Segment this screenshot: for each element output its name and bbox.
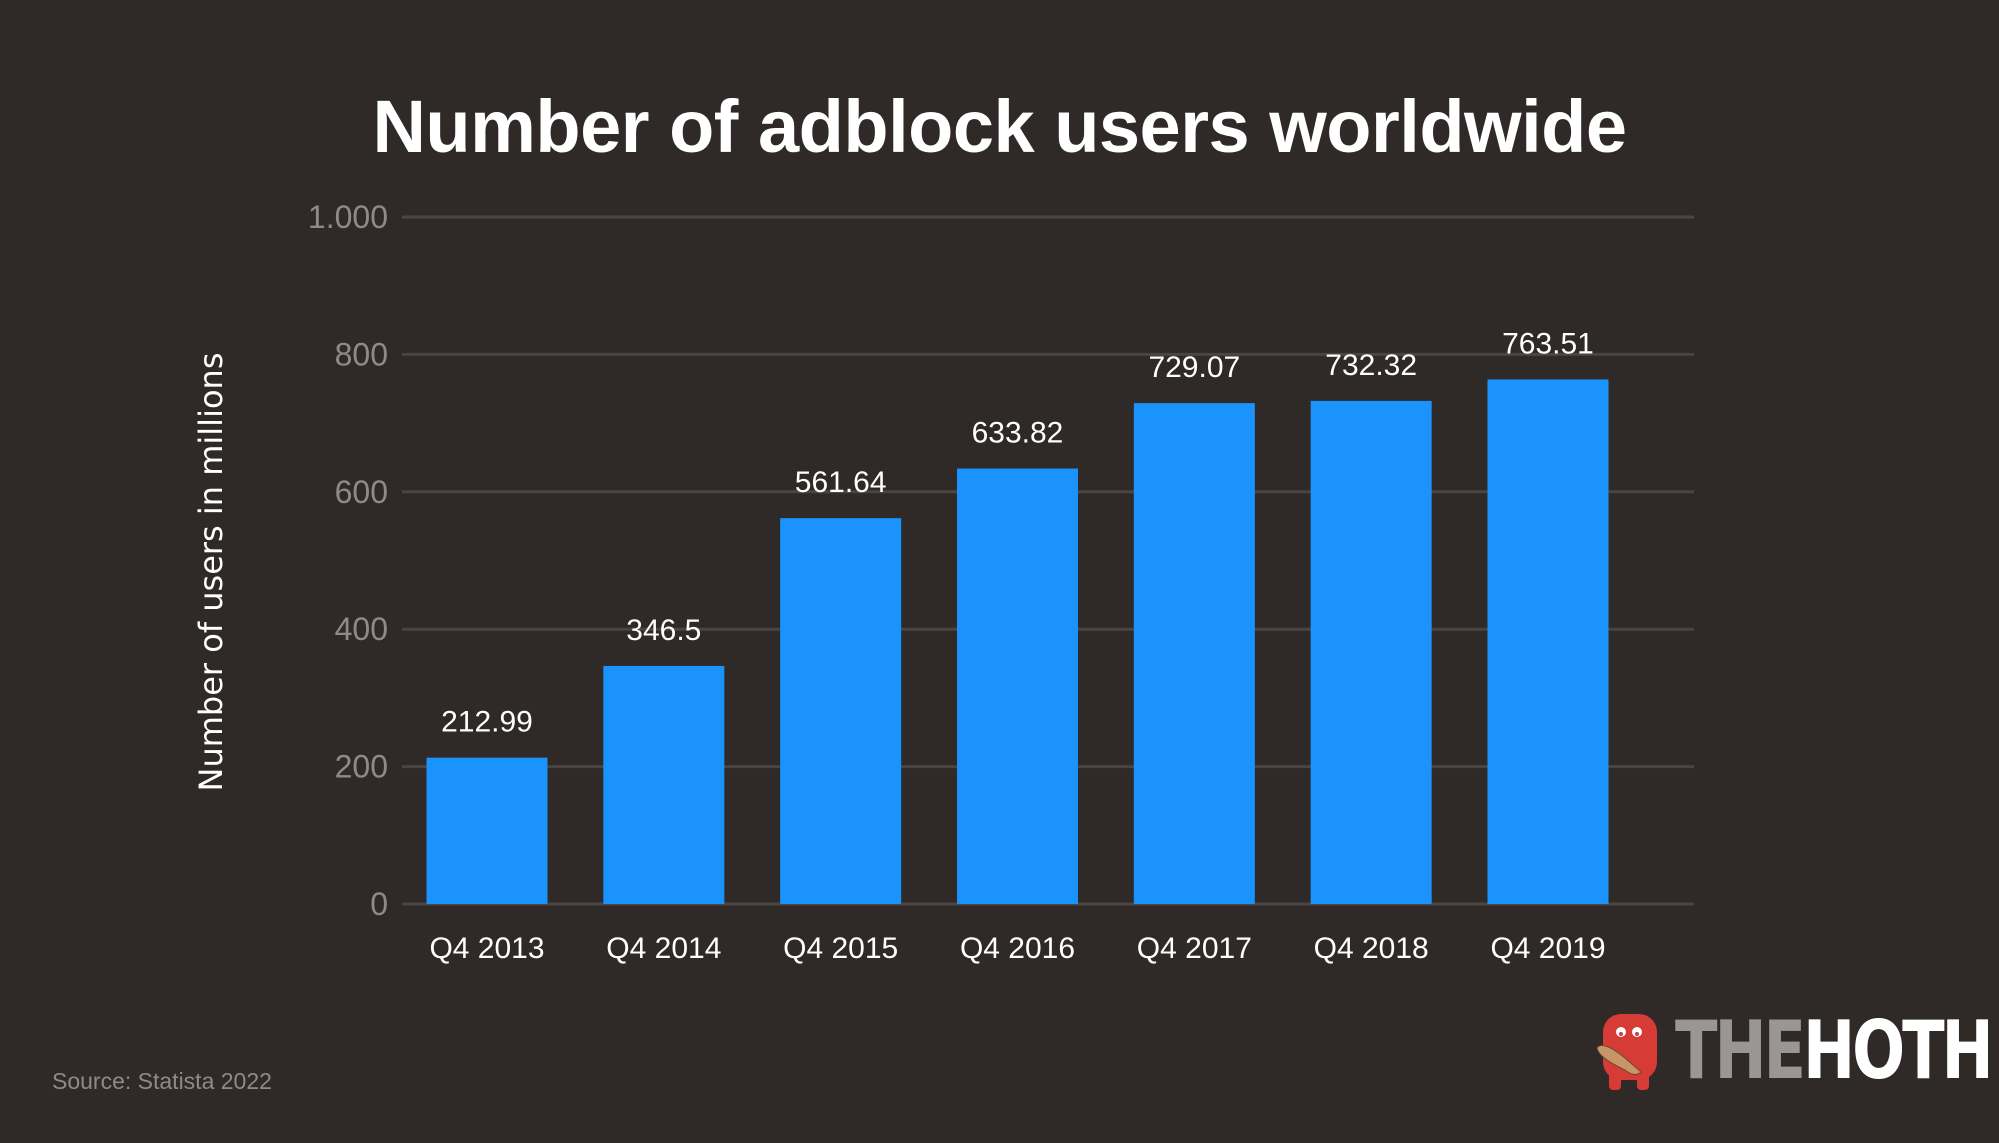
bar — [780, 518, 902, 904]
chart-title: Number of adblock users worldwide — [372, 85, 1627, 168]
x-tick-label: Q4 2013 — [429, 932, 544, 965]
logo-hoth: HOTH — [1803, 1004, 1994, 1097]
x-tick-label: Q4 2015 — [783, 932, 898, 965]
y-tick-label: 400 — [335, 611, 388, 647]
mascot-icon — [1596, 1014, 1657, 1090]
data-label: 732.32 — [1325, 349, 1417, 382]
bar — [426, 757, 548, 904]
source-note: Source: Statista 2022 — [52, 1068, 272, 1094]
data-label: 212.99 — [441, 706, 533, 739]
bar — [603, 665, 725, 904]
bar — [1487, 379, 1609, 904]
x-tick-label: Q4 2019 — [1490, 932, 1605, 965]
y-tick-label: 600 — [335, 474, 388, 510]
y-tick-label: 1.000 — [308, 199, 388, 235]
x-tick-label: Q4 2018 — [1314, 932, 1429, 965]
data-label: 346.5 — [626, 614, 701, 647]
bar — [1310, 400, 1432, 904]
y-axis-label: Number of users in millions — [192, 353, 230, 792]
bar — [957, 468, 1078, 904]
y-tick-label: 800 — [335, 336, 388, 372]
x-tick-label: Q4 2017 — [1137, 932, 1252, 965]
data-label: 729.07 — [1148, 351, 1240, 384]
data-label: 633.82 — [972, 417, 1064, 450]
data-label: 763.51 — [1502, 327, 1594, 360]
y-tick-label: 200 — [335, 749, 388, 785]
x-tick-label: Q4 2014 — [606, 932, 721, 965]
data-label: 561.64 — [795, 466, 887, 499]
thehoth-logo: THEHOTH — [1595, 1004, 1994, 1097]
y-tick-label: 0 — [370, 886, 388, 922]
logo-the: THE — [1675, 1004, 1806, 1097]
bar — [1133, 403, 1255, 904]
x-tick-label: Q4 2016 — [960, 932, 1075, 965]
